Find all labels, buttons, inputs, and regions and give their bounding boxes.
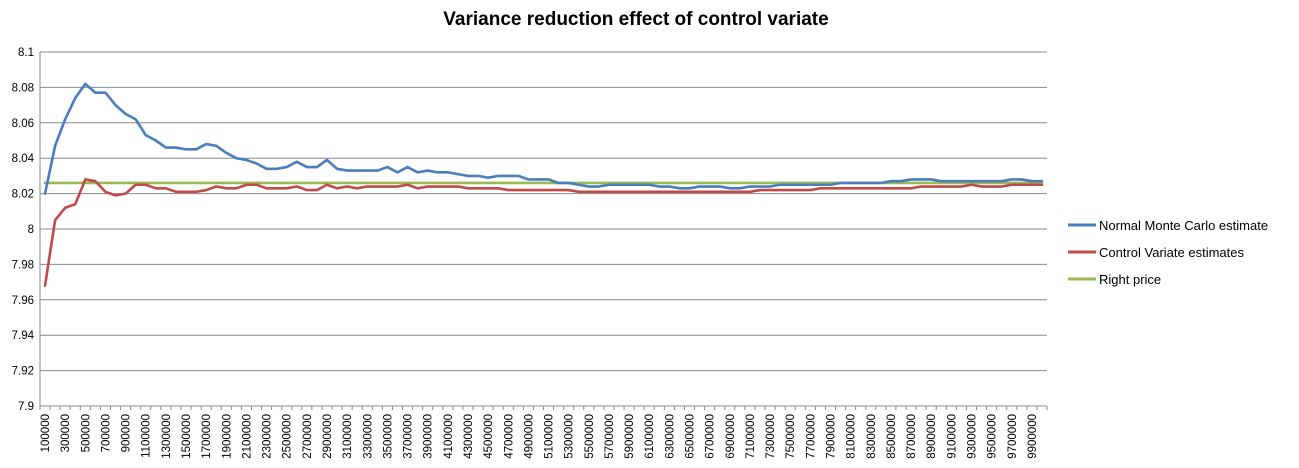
- y-tick-label: 8.1: [18, 47, 34, 59]
- x-tick-label: 4100000: [443, 414, 455, 459]
- x-tick-label: 1500000: [181, 414, 193, 459]
- legend-label: Control Variate estimates: [1099, 245, 1244, 260]
- gridlines: [39, 51, 1047, 407]
- x-tick-label: 900000: [121, 414, 133, 452]
- x-tick-label: 7100000: [745, 414, 757, 459]
- x-axis-ticks: 100000 300000 500000 700000 900000 1100000 130…: [39, 406, 1048, 459]
- x-tick-label: 7700000: [805, 414, 817, 459]
- x-tick-label: 8700000: [906, 414, 918, 459]
- x-tick-label: 4500000: [483, 414, 495, 459]
- x-tick-label: 5700000: [604, 414, 616, 459]
- x-tick-label: 4700000: [503, 414, 515, 459]
- y-tick-label: 7.9: [18, 401, 34, 413]
- x-tick-label: 2700000: [302, 414, 314, 459]
- x-tick-label: 6500000: [685, 414, 697, 459]
- x-tick-label: 1700000: [201, 414, 213, 459]
- x-tick-label: 3900000: [423, 414, 435, 459]
- x-tick-label: 8500000: [886, 414, 898, 459]
- x-tick-label: 2300000: [262, 414, 274, 459]
- series-line-1: [43, 82, 1044, 195]
- y-tick-label: 7.98: [12, 259, 34, 271]
- x-tick-label: 1100000: [141, 414, 153, 458]
- x-tick-label: 1300000: [161, 414, 173, 459]
- x-tick-label: 5100000: [544, 414, 556, 459]
- x-tick-label: 3100000: [342, 414, 354, 459]
- x-tick-label: 3700000: [403, 414, 415, 459]
- series-line-2: [43, 178, 1044, 287]
- x-tick-label: 3300000: [362, 414, 374, 459]
- x-tick-label: 7300000: [765, 414, 777, 459]
- legend-label: Right price: [1099, 272, 1161, 287]
- x-tick-label: 3500000: [382, 414, 394, 459]
- y-tick-label: 7.94: [12, 330, 35, 342]
- y-tick-label: 8.06: [12, 118, 34, 130]
- y-tick-label: 8.08: [12, 82, 34, 94]
- x-tick-label: 500000: [80, 414, 92, 452]
- x-tick-label: 8900000: [926, 414, 938, 459]
- y-tick-label: 7.92: [12, 366, 34, 378]
- x-tick-label: 2500000: [282, 414, 294, 459]
- x-tick-label: 300000: [60, 414, 72, 452]
- y-axis-ticks: 7.9 7.92 7.94 7.96 7.98 8 8.02 8.04 8.06 8.08 8.1: [12, 47, 35, 413]
- legend-label: Normal Monte Carlo estimate: [1099, 218, 1268, 233]
- chart-title: Variance reduction effect of control var…: [443, 9, 828, 30]
- y-tick-label: 8.04: [12, 153, 35, 165]
- x-tick-label: 5500000: [584, 414, 596, 459]
- legend: Normal Monte Carlo estimate Control Varia…: [1068, 218, 1268, 287]
- x-tick-label: 6300000: [664, 414, 676, 459]
- x-tick-label: 2100000: [241, 414, 253, 459]
- x-tick-label: 1900000: [221, 414, 233, 459]
- x-tick-label: 8300000: [866, 414, 878, 459]
- x-tick-label: 5900000: [624, 414, 636, 459]
- y-tick-label: 8: [28, 224, 34, 236]
- x-tick-label: 2900000: [322, 414, 334, 459]
- x-tick-label: 6900000: [725, 414, 737, 459]
- x-tick-label: 700000: [100, 414, 112, 452]
- x-tick-label: 8100000: [846, 414, 858, 459]
- x-tick-label: 9900000: [1027, 414, 1039, 459]
- y-tick-label: 7.96: [12, 295, 34, 307]
- x-tick-label: 9700000: [1007, 414, 1019, 459]
- x-tick-label: 9100000: [946, 414, 958, 459]
- x-tick-label: 6700000: [705, 414, 717, 459]
- x-tick-label: 4900000: [523, 414, 535, 459]
- y-tick-label: 8.02: [12, 189, 34, 201]
- series-lines: [43, 82, 1044, 287]
- x-tick-label: 4300000: [463, 414, 475, 459]
- x-tick-label: 7900000: [825, 414, 837, 459]
- x-tick-label: 100000: [40, 414, 52, 452]
- x-tick-label: 9500000: [987, 414, 999, 459]
- x-tick-label: 9300000: [966, 414, 978, 459]
- x-tick-label: 7500000: [785, 414, 797, 459]
- x-tick-label: 5300000: [564, 414, 576, 459]
- x-tick-label: 6100000: [644, 414, 656, 459]
